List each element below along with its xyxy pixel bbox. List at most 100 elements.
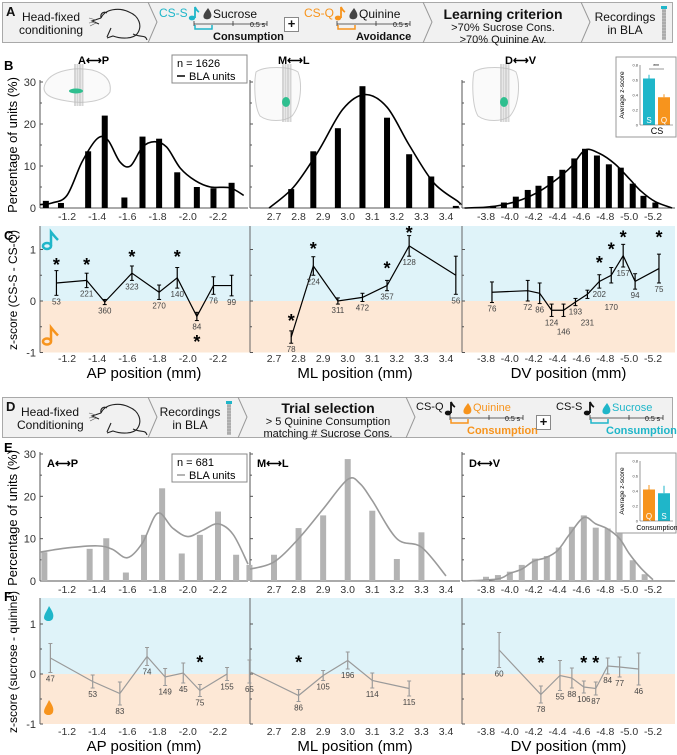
histogram-bar	[344, 459, 351, 581]
brain-outline	[472, 67, 519, 121]
x-tick-label: 3.4	[439, 211, 454, 223]
criterion-line: >70% Quinine Av.	[459, 34, 547, 46]
histogram-bar	[103, 538, 110, 581]
quinine-drop-icon	[44, 700, 54, 715]
x-tick-label: -2.2	[209, 584, 227, 596]
unit-count-label: 84	[192, 323, 201, 332]
x-tick-label: -1.4	[88, 211, 106, 223]
significance-star: *	[196, 653, 203, 673]
consumption-label: Consumption	[213, 31, 284, 43]
histogram-bar	[210, 188, 217, 208]
zscore-plot-ap: -1 0 1 -1.2 -1.4 -1.6 -1.8 -2.0 -2.2 AP position …	[26, 226, 237, 382]
x-tick-label: 2.9	[316, 726, 331, 738]
note-stem	[194, 6, 200, 18]
drop-shape	[349, 8, 358, 20]
x-tick-label: -1.2	[58, 726, 76, 738]
x-tick-label: -5.0	[620, 353, 638, 365]
step-text-line: conditioning	[19, 23, 84, 37]
x-tick-label: 3.3	[414, 353, 429, 365]
step-head-fixed-conditioning: Head-fixed Conditioning	[17, 406, 84, 432]
x-tick-label: 2.9	[316, 211, 331, 223]
unit-count-label: 87	[591, 697, 600, 706]
y-axis-label: z-score (CS-S - CS-Q)	[6, 230, 20, 350]
x-tick-label: -2.0	[179, 584, 197, 596]
unit-count-label: 84	[603, 676, 612, 685]
x-tick-label: 3.4	[439, 726, 454, 738]
sagittal-brain-diagram	[43, 64, 111, 106]
histogram-bar	[288, 189, 295, 208]
significance-star: *	[537, 653, 544, 673]
unit-count-label: 65	[245, 685, 254, 694]
histogram-bar	[494, 575, 501, 581]
y-tick-label: 20	[24, 491, 36, 503]
x-tick-label: 3.3	[414, 211, 429, 223]
legend-n: n = 681	[177, 457, 214, 469]
probe-track	[74, 64, 76, 106]
sucrose-tone-icon	[41, 228, 59, 251]
x-tick-label: -3.8	[477, 353, 495, 365]
histogram-bar	[406, 154, 413, 208]
sucrose-label: Sucrose	[612, 402, 653, 414]
x-tick-label: 3.0	[340, 353, 355, 365]
coronal-brain-diagram	[254, 64, 301, 122]
drop-icon	[463, 403, 472, 415]
probe-track	[287, 64, 289, 122]
electrode-probe-icon	[661, 6, 667, 40]
histogram-bar	[641, 574, 648, 581]
y-tick-label: -1	[26, 348, 36, 360]
histogram-bar	[616, 533, 623, 581]
legend-n: n = 1626	[177, 58, 220, 70]
x-tick-label: -1.4	[88, 726, 106, 738]
zscore-plot-dv: -3.8 -4.0 -4.2 -4.4 -4.6 -4.8 -5.0 -5.2 DV posit…	[461, 598, 662, 755]
drop-icon	[203, 8, 212, 20]
timescale-label: 0.5 s	[250, 22, 266, 29]
mean-line	[50, 655, 228, 695]
inset-bar	[658, 97, 670, 125]
histogram-ml: 2.7 2.8 2.9 3.0 3.1 3.2 3.3 3.4M⟷L	[249, 55, 462, 223]
x-tick-label: 2.7	[267, 726, 282, 738]
direction-label: A⟷P	[47, 458, 78, 470]
x-tick-label: 3.3	[414, 584, 429, 596]
histogram-ml: 2.7 2.8 2.9 3.0 3.1 3.2 3.3 3.4M⟷L	[246, 452, 460, 596]
x-tick-label: -3.8	[477, 584, 495, 596]
histogram-bar	[246, 564, 253, 581]
note-stem	[450, 401, 456, 413]
consumption-window	[450, 419, 469, 424]
unit-count-label: 140	[171, 290, 185, 299]
x-tick-label: 3.2	[390, 211, 405, 223]
y-tick-label: 0	[30, 669, 36, 681]
x-tick-label: -5.0	[620, 584, 638, 596]
x-tick-label: 3.4	[439, 353, 454, 365]
y-axis-label: Percentage of units (%)	[5, 77, 20, 213]
x-tick-label: -2.0	[179, 211, 197, 223]
x-axis-label: DV position (mm)	[511, 738, 627, 755]
histogram-bar	[271, 554, 277, 581]
note-stem	[589, 401, 595, 413]
histogram-bar	[555, 547, 562, 581]
x-tick-label: 3.1	[365, 726, 380, 738]
x-tick-label: -4.0	[501, 211, 519, 223]
consumption-label: Consumption	[467, 425, 538, 437]
panel-f: Fz-score (sucrose - quinine) -1 0 1 -1.2 -1.4…	[4, 589, 675, 755]
selection-title: Trial selection	[281, 400, 375, 416]
chevron-divider-icon	[147, 2, 158, 43]
direction-label: A⟷P	[78, 55, 109, 67]
x-tick-label: -1.6	[118, 726, 136, 738]
step-text-line: Recordings	[159, 405, 221, 419]
histogram-bar	[531, 558, 538, 581]
panel-letter: C	[4, 228, 14, 243]
y-axis-label: z-score (sucrose - quinine)	[6, 591, 20, 733]
drop-shape	[463, 403, 472, 415]
x-tick-label: -5.0	[620, 726, 638, 738]
x-axis-label: ML position (mm)	[297, 738, 412, 755]
sucrose-preferring-zone	[40, 226, 675, 301]
trial-timeline	[589, 415, 664, 424]
x-tick-label: -4.4	[549, 211, 567, 223]
step-text-line: in BLA	[172, 418, 208, 432]
inset-y-tick-label: 0.6	[632, 78, 638, 83]
significance-star: *	[620, 228, 627, 248]
inset-y-tick-label: 0.4	[632, 489, 638, 494]
x-tick-label: -3.8	[477, 211, 495, 223]
x-tick-label: -4.6	[572, 584, 590, 596]
